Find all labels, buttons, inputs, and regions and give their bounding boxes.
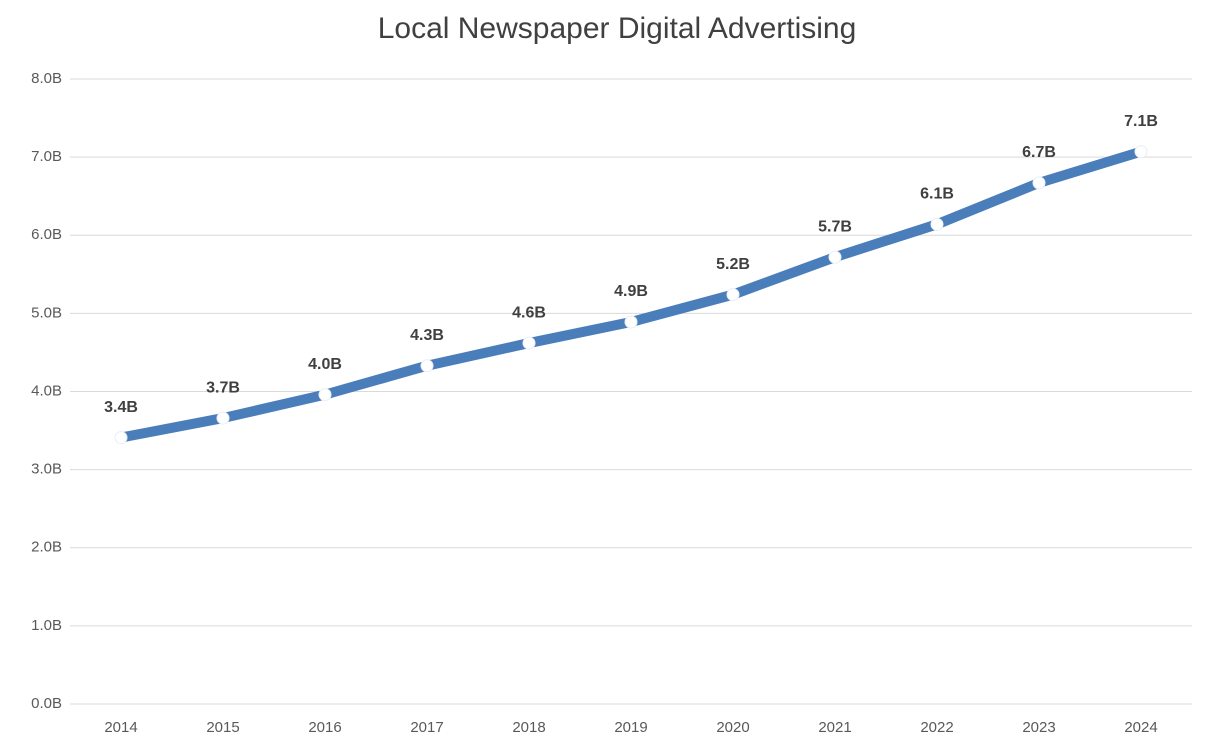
y-tick-label: 4.0B — [31, 382, 62, 399]
y-tick-label: 3.0B — [31, 461, 62, 478]
x-tick-label: 2016 — [308, 719, 341, 736]
data-label: 7.1B — [1124, 113, 1158, 130]
y-tick-label: 6.0B — [31, 226, 62, 243]
data-label: 4.3B — [410, 327, 444, 344]
marker — [828, 250, 842, 264]
marker — [216, 411, 230, 425]
marker — [624, 315, 638, 329]
data-label: 3.7B — [206, 379, 240, 396]
x-tick-label: 2017 — [410, 719, 443, 736]
x-tick-label: 2021 — [818, 719, 851, 736]
x-tick-label: 2020 — [716, 719, 749, 736]
y-tick-label: 0.0B — [31, 695, 62, 712]
marker — [522, 336, 536, 350]
marker — [318, 388, 332, 402]
x-tick-label: 2018 — [512, 719, 545, 736]
y-tick-label: 8.0B — [31, 70, 62, 87]
data-label: 5.2B — [716, 256, 750, 273]
data-label: 6.1B — [920, 186, 954, 203]
data-label: 5.7B — [818, 218, 852, 235]
y-tick-label: 5.0B — [31, 304, 62, 321]
x-tick-label: 2022 — [920, 719, 953, 736]
marker — [1134, 145, 1148, 159]
marker — [420, 359, 434, 373]
marker — [930, 217, 944, 231]
data-label: 4.6B — [512, 304, 546, 321]
x-tick-label: 2019 — [614, 719, 647, 736]
y-tick-label: 2.0B — [31, 539, 62, 556]
y-tick-label: 1.0B — [31, 617, 62, 634]
marker — [1032, 176, 1046, 190]
x-tick-label: 2015 — [206, 719, 239, 736]
data-label: 4.9B — [614, 283, 648, 300]
data-label: 3.4B — [104, 399, 138, 416]
x-tick-label: 2023 — [1022, 719, 1055, 736]
data-label: 4.0B — [308, 356, 342, 373]
y-tick-label: 7.0B — [31, 148, 62, 165]
chart-title: Local Newspaper Digital Advertising — [378, 12, 857, 45]
x-tick-label: 2024 — [1124, 719, 1157, 736]
marker — [114, 431, 128, 445]
data-label: 6.7B — [1022, 144, 1056, 161]
x-tick-label: 2014 — [104, 719, 137, 736]
marker — [726, 288, 740, 302]
